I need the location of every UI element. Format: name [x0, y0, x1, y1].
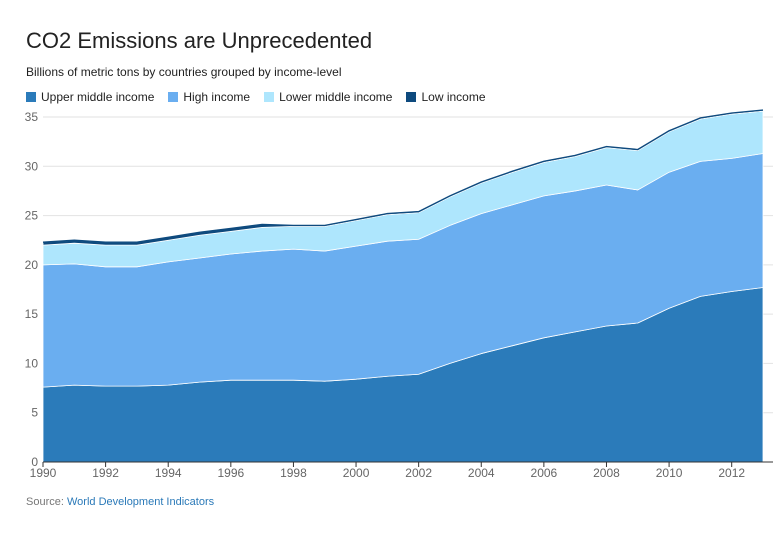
y-tick-label: 30 [25, 159, 39, 173]
legend-item-high-income[interactable]: High income [168, 90, 250, 104]
y-tick-label: 35 [25, 110, 39, 124]
legend-label: Lower middle income [279, 90, 393, 104]
x-tick-label: 1990 [30, 466, 57, 480]
legend-label: Low income [421, 90, 486, 104]
x-tick-label: 2008 [593, 466, 620, 480]
axes: 0 5 10 15 20 25 30 35 1990 1992 1994 1996 1998 2000 20… [25, 110, 773, 480]
legend-swatch [26, 92, 36, 102]
chart-legend: Upper middle income High income Lower mi… [26, 90, 500, 104]
y-tick-label: 25 [25, 209, 39, 223]
x-tick-label: 2006 [531, 466, 558, 480]
source-link[interactable]: World Development Indicators [66, 496, 215, 508]
x-tick-label: 1994 [155, 466, 182, 480]
y-tick-label: 0 [31, 455, 38, 469]
legend-label: Upper middle income [41, 90, 155, 104]
source-label: Source: [26, 496, 64, 508]
legend-swatch [406, 92, 417, 102]
legend-item-low-income[interactable]: Low income [406, 90, 486, 104]
x-tick-label: 2000 [343, 466, 370, 480]
area-series [42, 109, 764, 463]
x-tick-label: 2002 [405, 466, 432, 480]
y-tick-label: 5 [31, 406, 38, 420]
legend-label: High income [183, 90, 251, 104]
y-tick-label: 15 [25, 307, 39, 321]
x-tick-label: 1992 [92, 466, 119, 480]
x-tick-label: 2010 [656, 466, 683, 480]
total-outline [42, 109, 764, 243]
legend-swatch [264, 92, 275, 102]
x-tick-label: 1998 [280, 466, 307, 480]
source-note: Source: World Development Indicators [26, 496, 214, 508]
chart-subtitle: Billions of metric tons by countries gro… [26, 65, 342, 79]
legend-item-lower-middle-income[interactable]: Lower middle income [264, 90, 392, 104]
x-tick-label: 2012 [718, 466, 745, 480]
y-tick-label: 20 [25, 258, 39, 272]
y-tick-label: 10 [25, 356, 39, 370]
legend-swatch [168, 92, 179, 102]
x-tick-label: 2004 [468, 466, 495, 480]
legend-item-upper-middle-income[interactable]: Upper middle income [26, 90, 154, 104]
chart-title: CO2 Emissions are Unprecedented [26, 28, 373, 53]
x-tick-label: 1996 [217, 466, 244, 480]
